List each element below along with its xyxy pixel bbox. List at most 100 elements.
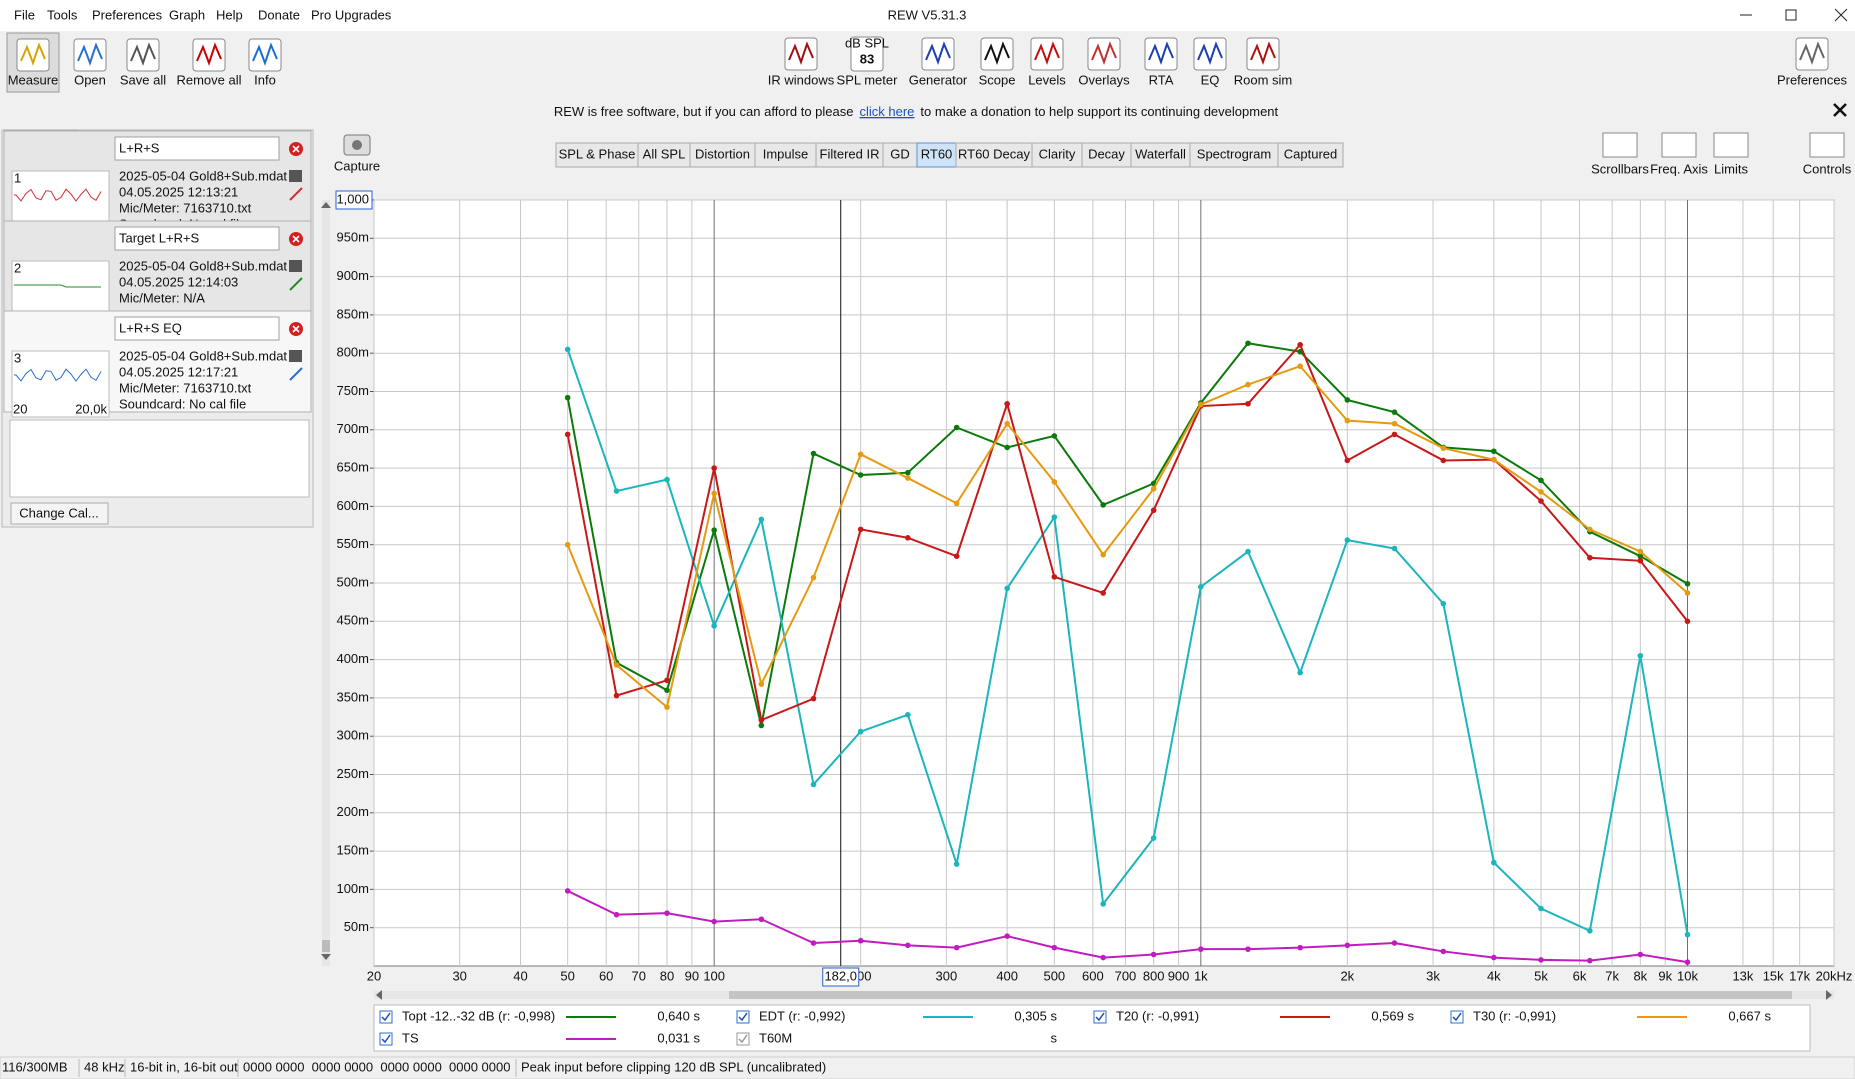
legend-name[interactable]: T60M bbox=[759, 1030, 792, 1045]
graph-tab-label[interactable]: Captured bbox=[1284, 146, 1337, 161]
graph-tab[interactable] bbox=[1081, 142, 1132, 168]
menu-item[interactable]: Help bbox=[216, 7, 243, 22]
graph-tool-label[interactable]: Limits bbox=[1714, 161, 1748, 176]
restore-button[interactable] bbox=[1785, 9, 1797, 21]
graph-tab[interactable] bbox=[1189, 142, 1279, 168]
legend-checkbox[interactable] bbox=[379, 1032, 393, 1046]
tool-icon[interactable] bbox=[784, 37, 818, 71]
change-cal-label[interactable]: Change Cal... bbox=[19, 505, 99, 520]
tool-button[interactable]: RTA bbox=[1149, 72, 1174, 87]
graph-tool-label[interactable]: Scrollbars bbox=[1591, 161, 1649, 176]
name-field[interactable] bbox=[114, 136, 280, 161]
capture-label[interactable]: Capture bbox=[334, 158, 380, 173]
tool-button[interactable]: Overlays bbox=[1078, 72, 1130, 87]
graph-tab-label[interactable]: Waterfall bbox=[1135, 146, 1186, 161]
legend-checkbox[interactable] bbox=[736, 1032, 750, 1046]
spl-icon[interactable] bbox=[850, 36, 884, 72]
tool-button[interactable]: IR windows bbox=[768, 72, 835, 87]
change-cal-button[interactable] bbox=[10, 502, 109, 525]
tool-button[interactable]: SPL meter bbox=[837, 72, 899, 87]
tool-icon[interactable] bbox=[126, 38, 160, 72]
graph-tab-label[interactable]: SPL & Phase bbox=[559, 146, 636, 161]
graph-tab[interactable] bbox=[955, 142, 1033, 168]
close-button[interactable] bbox=[1834, 8, 1848, 22]
graph-tool-icon[interactable] bbox=[1661, 132, 1697, 158]
tool-button[interactable]: Info bbox=[254, 72, 276, 87]
color-icon[interactable] bbox=[289, 367, 303, 381]
legend-name[interactable]: T30 (r: -0,991) bbox=[1473, 1008, 1556, 1023]
tool-button[interactable]: Scope bbox=[979, 72, 1016, 87]
graph-tool-label[interactable]: Controls bbox=[1803, 161, 1852, 176]
graph-tab[interactable] bbox=[637, 142, 691, 168]
graph-tab-label[interactable]: Impulse bbox=[763, 146, 809, 161]
v-scroll-thumb[interactable] bbox=[322, 940, 330, 952]
graph-tab-label[interactable]: Filtered IR bbox=[820, 146, 880, 161]
graph-tab-label[interactable]: All SPL bbox=[643, 146, 686, 161]
legend-name[interactable]: T20 (r: -0,991) bbox=[1116, 1008, 1199, 1023]
menu-item[interactable]: Pro Upgrades bbox=[311, 7, 392, 22]
options-icon[interactable] bbox=[289, 260, 302, 272]
tool-icon[interactable] bbox=[980, 37, 1014, 71]
name-field[interactable] bbox=[114, 226, 280, 251]
name-field[interactable] bbox=[114, 316, 280, 341]
legend-name[interactable]: Topt -12..-32 dB (r: -0,998) bbox=[402, 1008, 555, 1023]
v-scrollbar[interactable] bbox=[322, 200, 330, 966]
graph-tool-icon[interactable] bbox=[1602, 132, 1638, 158]
menu-item[interactable]: Tools bbox=[47, 7, 78, 22]
menu-item[interactable]: File bbox=[14, 7, 35, 22]
graph-tab-label[interactable]: Clarity bbox=[1039, 146, 1076, 161]
v-scroll-down[interactable] bbox=[321, 954, 331, 960]
color-icon[interactable] bbox=[289, 277, 303, 291]
h-scroll-right[interactable] bbox=[1826, 990, 1832, 1000]
graph-tool-icon[interactable] bbox=[1713, 132, 1749, 158]
tool-button[interactable]: Open bbox=[74, 72, 106, 87]
legend-checkbox[interactable] bbox=[379, 1010, 393, 1024]
graph-tab-label[interactable]: Decay bbox=[1088, 146, 1125, 161]
graph-tab-label[interactable]: RT60 bbox=[921, 146, 953, 161]
tool-button[interactable]: Remove all bbox=[176, 72, 241, 87]
tool-button[interactable]: Levels bbox=[1028, 72, 1066, 87]
graph-tool-icon[interactable] bbox=[1809, 132, 1845, 158]
legend-name[interactable]: EDT (r: -0,992) bbox=[759, 1008, 845, 1023]
tool-icon[interactable] bbox=[73, 38, 107, 72]
h-scroll-thumb[interactable] bbox=[729, 991, 1792, 999]
y-limit-box[interactable] bbox=[335, 190, 373, 210]
tool-icon[interactable] bbox=[1144, 37, 1178, 71]
options-icon[interactable] bbox=[289, 350, 302, 362]
tool-button[interactable]: Measure bbox=[8, 72, 59, 87]
legend-name[interactable]: TS bbox=[402, 1030, 419, 1045]
v-scroll-up[interactable] bbox=[321, 202, 331, 208]
h-scroll-left[interactable] bbox=[376, 990, 382, 1000]
tool-button[interactable]: EQ bbox=[1201, 72, 1220, 87]
donation-link[interactable]: click here bbox=[859, 104, 914, 119]
thumbnail[interactable] bbox=[11, 350, 110, 418]
close-donation[interactable] bbox=[1833, 103, 1847, 117]
graph-tab[interactable] bbox=[689, 142, 756, 168]
tool-icon[interactable] bbox=[1193, 37, 1227, 71]
tool-icon[interactable] bbox=[192, 38, 226, 72]
graph-tab-label[interactable]: Distortion bbox=[695, 146, 750, 161]
tool-button[interactable]: Room sim bbox=[1234, 72, 1293, 87]
tool-icon[interactable] bbox=[1030, 37, 1064, 71]
tool-button[interactable]: Generator bbox=[909, 72, 968, 87]
tool-icon[interactable] bbox=[248, 38, 282, 72]
legend-checkbox[interactable] bbox=[1450, 1010, 1464, 1024]
options-icon[interactable] bbox=[289, 170, 302, 182]
menu-item[interactable]: Preferences bbox=[92, 7, 163, 22]
graph-tool-label[interactable]: Freq. Axis bbox=[1650, 161, 1708, 176]
graph-tab[interactable] bbox=[1031, 142, 1083, 168]
graph-tab[interactable] bbox=[754, 142, 817, 168]
tool-button[interactable]: Save all bbox=[120, 72, 166, 87]
tool-icon[interactable] bbox=[921, 37, 955, 71]
tool-icon[interactable] bbox=[1087, 37, 1121, 71]
graph-tab-label[interactable]: Spectrogram bbox=[1197, 146, 1271, 161]
graph-tab-label[interactable]: GD bbox=[890, 146, 910, 161]
tool-button[interactable]: Preferences bbox=[1777, 72, 1848, 87]
legend-checkbox[interactable] bbox=[736, 1010, 750, 1024]
tool-icon[interactable] bbox=[16, 38, 50, 72]
color-icon[interactable] bbox=[289, 187, 303, 201]
legend-checkbox[interactable] bbox=[1093, 1010, 1107, 1024]
menu-item[interactable]: Donate bbox=[258, 7, 300, 22]
menu-item[interactable]: Graph bbox=[169, 7, 205, 22]
tool-icon[interactable] bbox=[1246, 37, 1280, 71]
